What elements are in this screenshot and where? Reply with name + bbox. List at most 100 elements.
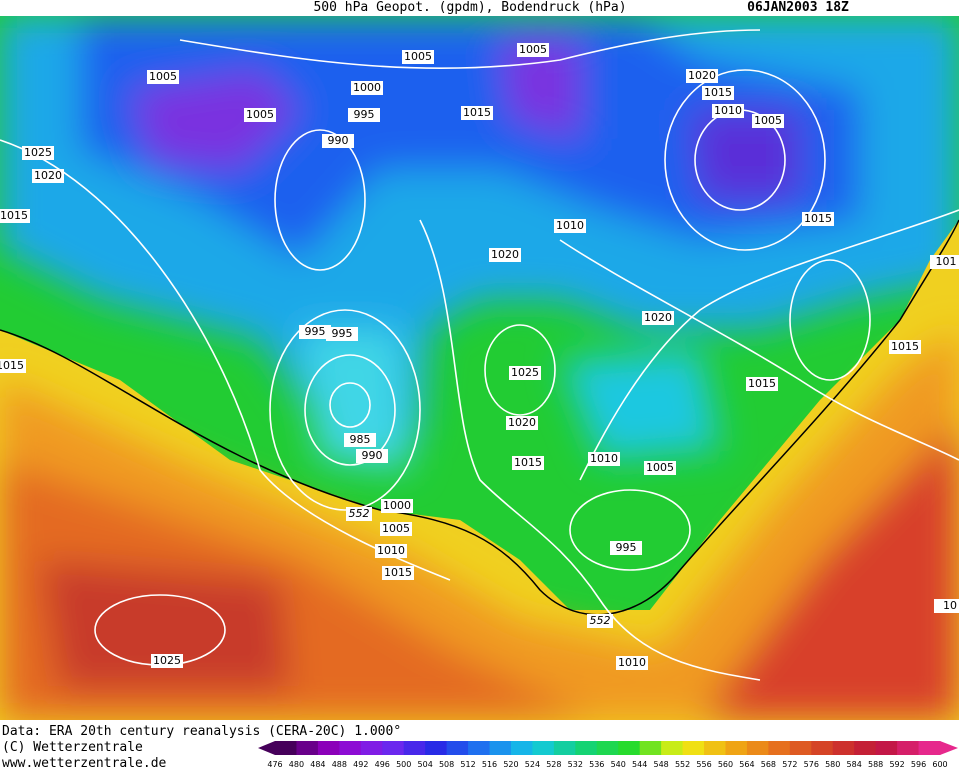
colorbar-label: 504 [418,760,433,769]
colorbar-label: 580 [825,760,840,769]
isobar-label: 995 [348,108,380,122]
isobar-label: 1015 [461,106,493,120]
isobar-label-text: 1020 [688,69,716,82]
isobar-label: 1015 [382,566,414,580]
isobar-label-box [326,327,358,341]
colorbar-label: 560 [718,760,733,769]
isobar-label-box [588,452,620,466]
isobar-label: 1015 [889,340,921,354]
isobar-label: 1015 [0,359,26,373]
isobar-label-box [752,114,784,128]
colorbar-label: 496 [375,760,390,769]
isobar-label-box [32,169,64,183]
isobar-label-text: 1015 [0,359,24,372]
colorbar-swatch [510,741,533,755]
isobar-label-text: 1025 [24,146,52,159]
colorbar-right-arrow [940,741,958,755]
isobar-label: 1005 [644,461,676,475]
colorbar-swatch [746,741,769,755]
isobar-label: 1010 [375,544,407,558]
colorbar-label: 524 [525,760,540,769]
contour-label-text: 552 [590,614,611,627]
isobar-label-text: 1015 [891,340,919,353]
isobar-label: 985 [344,433,376,447]
isobar-label-text: 1000 [383,499,411,512]
colorbar-swatch [446,741,469,755]
colorbar-label: 572 [782,760,797,769]
isobar-label: 990 [356,449,388,463]
isobar-label-text: 1015 [704,86,732,99]
colorbar-label: 592 [889,760,904,769]
colorbar-label: 556 [696,760,711,769]
isobar-label: 1020 [686,69,718,83]
isobar-label-box [461,106,493,120]
isobar-label-text: 1015 [748,377,776,390]
isobar-label-text: 1010 [618,656,646,669]
map-title: 500 hPa Geopot. (gpdm), Bodendruck (hPa) [313,0,626,15]
isobar-label-text: 10 [943,599,957,612]
contour-552 [0,219,959,616]
colorbar-swatch [339,741,362,755]
colorbar-label: 536 [589,760,604,769]
isobar-label-text: 990 [362,449,383,462]
isobar-label-text: 1015 [0,209,28,222]
isobar-label-text: 1020 [491,248,519,261]
isobar-label: 995 [326,327,358,341]
colorbar-label: 552 [675,760,690,769]
isobar-label: 1005 [380,522,412,536]
contour-label: 552 [346,507,372,521]
colorbar-swatch [725,741,748,755]
isobar-label-text: 1015 [463,106,491,119]
map-date: 06JAN2003 18Z [747,0,849,15]
colorbar-label: 520 [503,760,518,769]
isobar-label-box [930,255,959,269]
colorbar-swatch [639,741,662,755]
footer-source: Data: ERA 20th century reanalysis (CERA-… [2,724,401,739]
isobar-label: 1025 [509,366,541,380]
isobar-label-box [344,433,376,447]
isobar-label-box [610,541,642,555]
colorbar-label: 600 [932,760,947,769]
isobar-label: 1020 [506,416,538,430]
isobar-label-text: 1005 [646,461,674,474]
colorbar-swatch [768,741,791,755]
isobar-label: 1015 [746,377,778,391]
isobar-label-box [22,146,54,160]
isobar-label: 1005 [244,108,276,122]
colorbar-swatch [897,741,920,755]
colorbar-swatch [403,741,426,755]
isobar-label: 1015 [702,86,734,100]
isobar-label-text: 995 [354,108,375,121]
colorbar-swatch [296,741,319,755]
isobar-label-box [934,599,959,613]
isobar-label-text: 1020 [644,311,672,324]
isobar-label-text: 1005 [382,522,410,535]
isobar-label: 1010 [712,104,744,118]
isobar-label-text: 995 [305,325,326,338]
colorbar-label: 596 [911,760,926,769]
isobar-label-text: 1015 [384,566,412,579]
isobar-label: 1025 [22,146,54,160]
colorbar-swatch [575,741,598,755]
isobar-label-text: 1005 [519,43,547,56]
isobar-label: 1025 [151,654,183,668]
isobar-label-box [348,108,380,122]
isobar-label-text: 1025 [153,654,181,667]
isobar-label: 10 [934,599,959,613]
colorbar-swatch [468,741,491,755]
contour-label-text: 552 [349,507,370,520]
colorbar-label: 568 [761,760,776,769]
isobar-label-box [244,108,276,122]
isobar-label-text: 1015 [514,456,542,469]
isobar-label: 1005 [517,43,549,57]
isobar-label-box [506,416,538,430]
isobar-label-box [489,248,521,262]
colorbar-swatch [789,741,812,755]
isobar-label-text: 1005 [404,50,432,63]
isobar-label-text: 1025 [511,366,539,379]
isobar-label-box [0,359,26,373]
colorbar-swatch [811,741,834,755]
colorbar-swatch [682,741,705,755]
colorbar-label: 508 [439,760,454,769]
colorbar-label: 488 [332,760,347,769]
